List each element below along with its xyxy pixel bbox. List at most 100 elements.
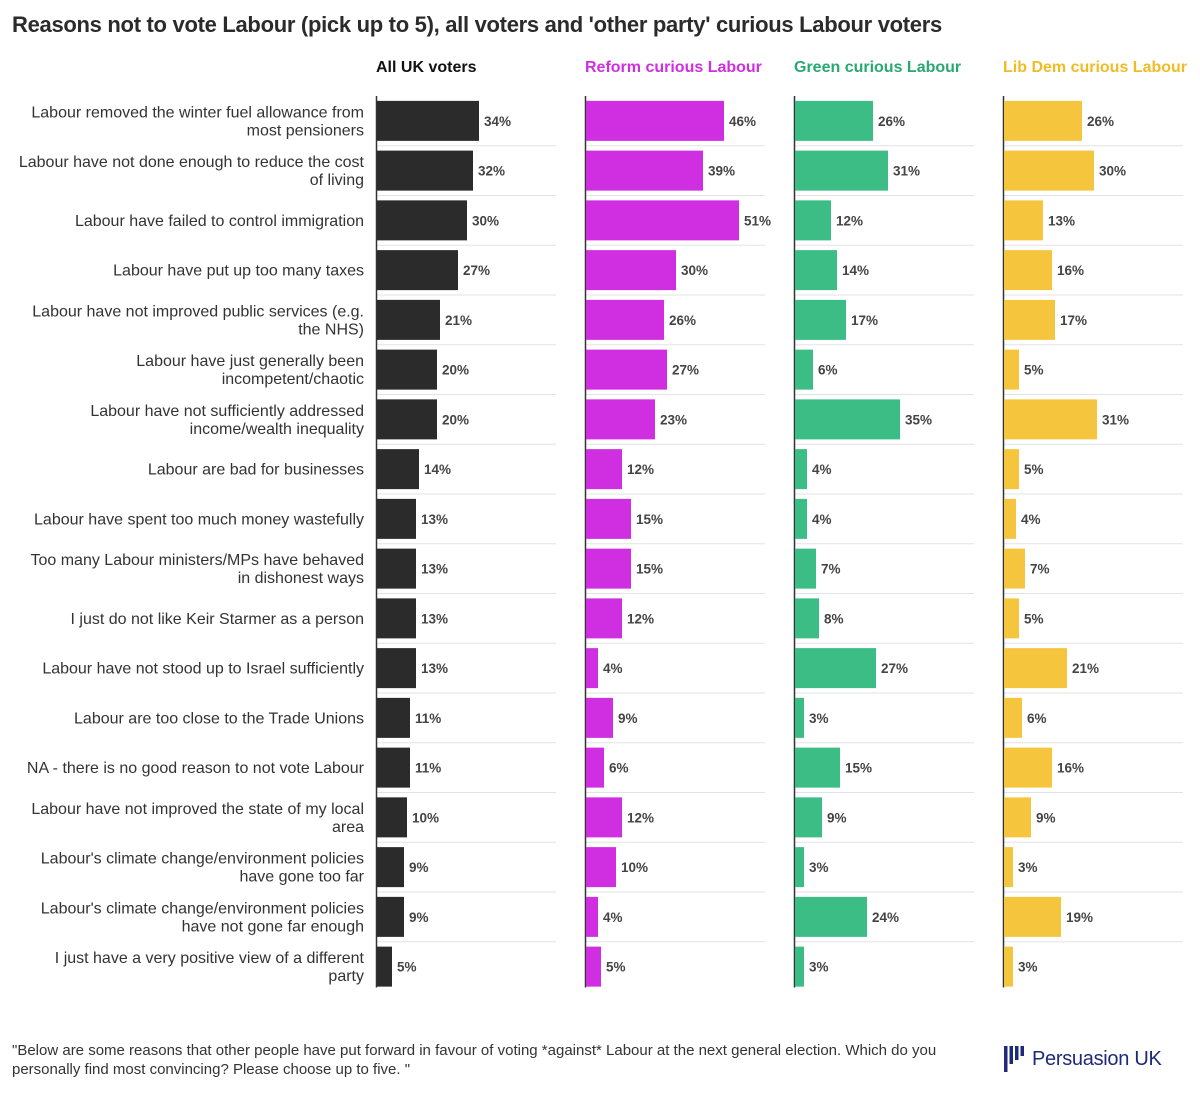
data-label: 12% xyxy=(627,611,654,626)
category-label-line: NA - there is no good reason to not vote… xyxy=(27,760,365,777)
category-label-line: Too many Labour ministers/MPs have behav… xyxy=(30,552,364,569)
bar-lib-dem-curious-labour xyxy=(1004,299,1055,340)
data-label: 12% xyxy=(836,213,863,228)
bar-reform-curious-labour xyxy=(586,498,631,539)
data-label: 31% xyxy=(1102,412,1129,427)
category-label-line: have not gone far enough xyxy=(182,918,364,935)
series-header-lib-dem-curious-labour: Lib Dem curious Labour xyxy=(1003,59,1187,76)
data-label: 4% xyxy=(812,512,832,527)
category-label-line: Labour's climate change/environment poli… xyxy=(41,851,364,868)
bar-green-curious-labour xyxy=(795,797,822,838)
data-label: 24% xyxy=(872,910,899,925)
data-label: 4% xyxy=(603,661,623,676)
data-label: 3% xyxy=(809,860,829,875)
bar-all-uk-voters xyxy=(377,598,416,639)
data-label: 10% xyxy=(621,860,648,875)
bar-green-curious-labour xyxy=(795,548,816,589)
bar-all-uk-voters xyxy=(377,648,416,689)
data-label: 17% xyxy=(1060,313,1087,328)
data-label: 9% xyxy=(409,860,429,875)
data-label: 5% xyxy=(1024,363,1044,378)
data-label: 27% xyxy=(672,363,699,378)
category-label-line: incompetent/chaotic xyxy=(222,371,364,388)
bar-reform-curious-labour xyxy=(586,847,616,888)
category-label: I just have a very positive view of a di… xyxy=(55,950,365,985)
bar-green-curious-labour xyxy=(795,847,804,888)
category-label: Labour have not done enough to reduce th… xyxy=(19,154,365,189)
bar-lib-dem-curious-labour xyxy=(1004,399,1097,440)
category-label-line: area xyxy=(332,819,364,836)
bar-all-uk-voters xyxy=(377,697,410,738)
category-label-line: Labour have not improved the state of my… xyxy=(31,801,364,818)
data-label: 3% xyxy=(809,711,829,726)
bar-reform-curious-labour xyxy=(586,797,622,838)
bar-green-curious-labour xyxy=(795,449,807,490)
bar-reform-curious-labour xyxy=(586,349,667,390)
bar-lib-dem-curious-labour xyxy=(1004,946,1013,987)
bar-lib-dem-curious-labour xyxy=(1004,697,1022,738)
survey-question-footnote: "Below are some reasons that other peopl… xyxy=(12,1042,937,1078)
bar-green-curious-labour xyxy=(795,250,837,291)
data-label: 7% xyxy=(821,562,841,577)
category-label: Labour have not improved the state of my… xyxy=(31,801,364,836)
data-label: 5% xyxy=(606,960,626,975)
bar-lib-dem-curious-labour xyxy=(1004,648,1067,689)
category-label: Labour have spent too much money wastefu… xyxy=(34,511,364,528)
bar-lib-dem-curious-labour xyxy=(1004,797,1031,838)
bar-lib-dem-curious-labour xyxy=(1004,548,1025,589)
category-label-line: most pensioners xyxy=(247,122,364,139)
data-label: 6% xyxy=(1027,711,1047,726)
data-label: 12% xyxy=(627,462,654,477)
category-label-line: Labour's climate change/environment poli… xyxy=(41,900,364,917)
data-label: 20% xyxy=(442,412,469,427)
data-label: 15% xyxy=(845,761,872,776)
bar-all-uk-voters xyxy=(377,299,440,340)
data-label: 39% xyxy=(708,164,735,179)
brand-name: Persuasion UK xyxy=(1032,1047,1162,1070)
data-label: 16% xyxy=(1057,263,1084,278)
data-label: 7% xyxy=(1030,562,1050,577)
category-label: Labour are bad for businesses xyxy=(148,462,364,479)
data-label: 20% xyxy=(442,363,469,378)
data-label: 26% xyxy=(669,313,696,328)
data-label: 35% xyxy=(905,412,932,427)
bar-lib-dem-curious-labour xyxy=(1004,598,1019,639)
bar-reform-curious-labour xyxy=(586,946,601,987)
bar-reform-curious-labour xyxy=(586,399,655,440)
category-label: Labour have not improved public services… xyxy=(32,303,364,338)
category-label: I just do not like Keir Starmer as a per… xyxy=(71,611,364,628)
bar-all-uk-voters xyxy=(377,200,467,241)
bar-green-curious-labour xyxy=(795,498,807,539)
data-label: 6% xyxy=(609,761,629,776)
category-label: Labour are too close to the Trade Unions xyxy=(74,710,364,727)
bar-green-curious-labour xyxy=(795,399,900,440)
data-label: 15% xyxy=(636,512,663,527)
category-label-line: the NHS) xyxy=(298,321,364,338)
category-label: Labour removed the winter fuel allowance… xyxy=(31,104,364,139)
category-label-line: income/wealth inequality xyxy=(190,421,364,438)
data-label: 16% xyxy=(1057,761,1084,776)
data-label: 4% xyxy=(603,910,623,925)
data-label: 9% xyxy=(827,810,847,825)
bar-lib-dem-curious-labour xyxy=(1004,449,1019,490)
bar-reform-curious-labour xyxy=(586,697,613,738)
bar-all-uk-voters xyxy=(377,797,407,838)
data-label: 3% xyxy=(1018,960,1038,975)
category-label-line: Labour have failed to control immigratio… xyxy=(75,213,364,230)
category-label-line: party xyxy=(328,968,364,985)
data-label: 9% xyxy=(618,711,638,726)
data-label: 27% xyxy=(881,661,908,676)
bar-all-uk-voters xyxy=(377,847,404,888)
category-label-line: Labour removed the winter fuel allowance… xyxy=(31,104,364,121)
bar-lib-dem-curious-labour xyxy=(1004,349,1019,390)
data-label: 19% xyxy=(1066,910,1093,925)
bar-reform-curious-labour xyxy=(586,747,604,788)
data-label: 11% xyxy=(415,761,441,776)
bar-all-uk-voters xyxy=(377,548,416,589)
data-label: 5% xyxy=(1024,611,1044,626)
category-label-line: I just have a very positive view of a di… xyxy=(55,950,365,967)
category-label: Labour's climate change/environment poli… xyxy=(41,851,365,886)
category-label-line: of living xyxy=(310,172,364,189)
bar-reform-curious-labour xyxy=(586,896,598,937)
series-header-green-curious-labour: Green curious Labour xyxy=(794,59,961,76)
